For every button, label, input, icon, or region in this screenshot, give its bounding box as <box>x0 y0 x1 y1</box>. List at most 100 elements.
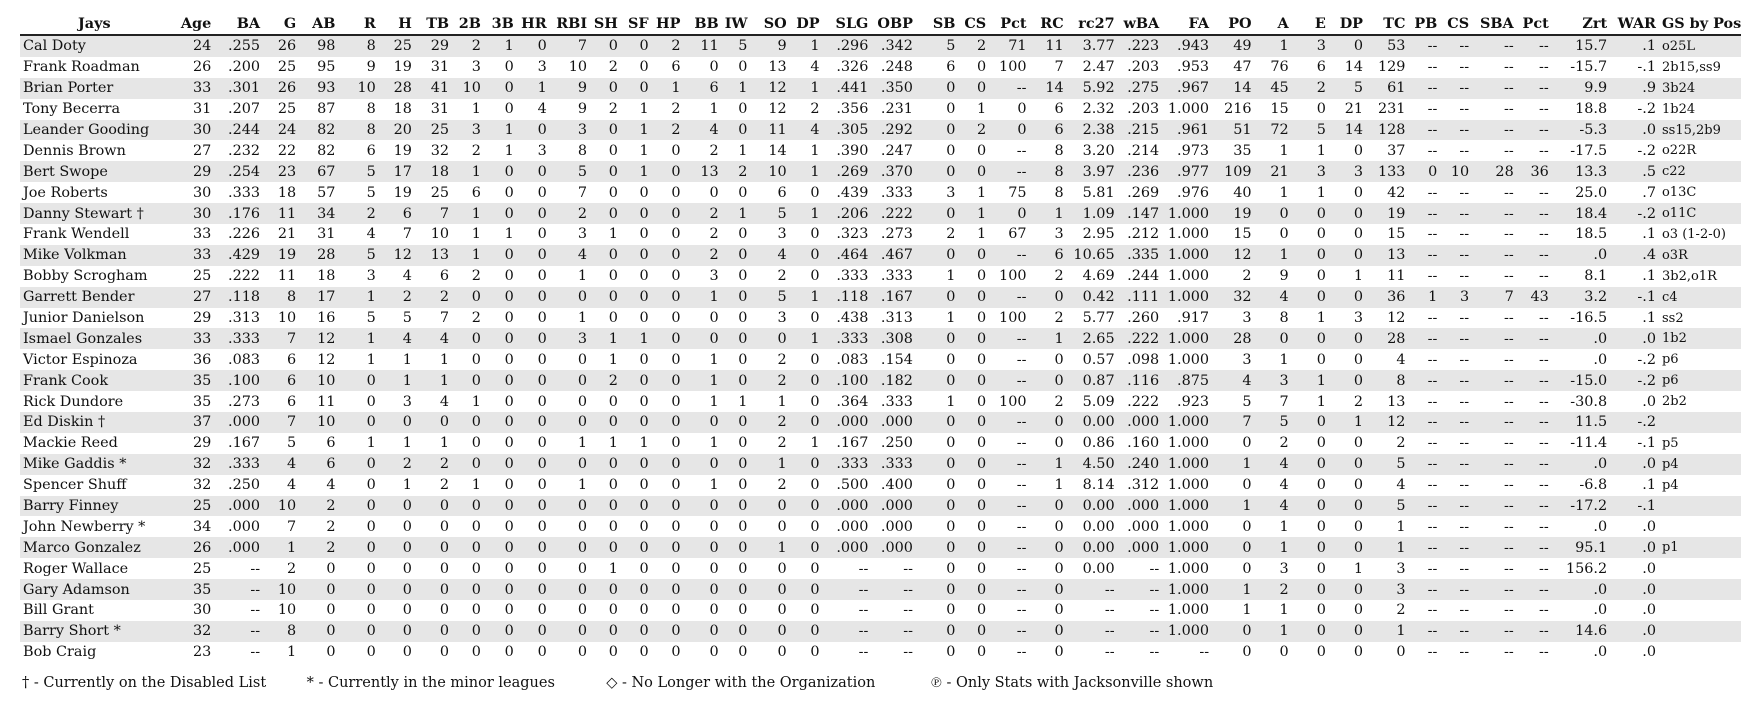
stat-cell: 0 <box>789 182 823 204</box>
stat-cell: 11.5 <box>1551 412 1611 433</box>
stat-cell: 5 <box>1212 391 1255 413</box>
stat-cell: 0 <box>721 98 751 120</box>
stat-cell: 7 <box>378 224 415 245</box>
stat-cell: 47 <box>1212 56 1255 78</box>
stat-cell: 6 <box>915 56 959 78</box>
stat-cell: 0 <box>1029 412 1067 433</box>
table-row: Rick Dundore 35.273 6 11 0 3 4 1 0 0 0 0 0 0 1 1 1 0.364.… <box>20 391 1741 413</box>
stat-cell: 0 <box>1328 328 1367 350</box>
stat-cell: 5.92 <box>1066 77 1118 99</box>
stat-cell: 33 <box>168 77 215 99</box>
stat-cell: 4.69 <box>1066 265 1118 287</box>
stat-cell: 61 <box>1366 77 1409 99</box>
stat-cell: 0 <box>1328 140 1367 162</box>
stat-cell: -- <box>1472 495 1517 517</box>
stat-cell: 1.000 <box>1162 516 1213 538</box>
stat-cell: .438 <box>822 307 872 329</box>
stat-cell: -- <box>1440 35 1473 57</box>
stat-cell: 0 <box>1328 453 1367 475</box>
stat-cell: 100 <box>989 265 1030 287</box>
stat-cell: -- <box>1472 307 1517 329</box>
stat-cell: 0 <box>338 412 379 433</box>
legend-only-stats: ℗ - Only Stats with Jacksonville shown <box>930 675 1214 691</box>
stat-cell: 11 <box>263 265 300 287</box>
stat-cell: 0 <box>1291 537 1329 559</box>
stat-cell: 0 <box>1366 641 1409 663</box>
player-name: Frank Roadman <box>20 56 169 78</box>
stat-cell: 14 <box>750 140 790 162</box>
stat-cell: 0 <box>915 328 959 350</box>
player-name: Ismael Gonzales <box>20 328 169 350</box>
stat-cell: 0 <box>620 537 652 559</box>
stat-cell: -- <box>1408 307 1441 329</box>
stat-cell: 1 <box>483 35 517 57</box>
stat-cell: 14 <box>1328 56 1367 78</box>
stat-cell: 2 <box>452 35 484 57</box>
stat-cell: .5 <box>1610 161 1659 183</box>
stat-cell: -- <box>1472 474 1517 496</box>
stat-cell: 49 <box>1212 35 1255 57</box>
stat-cell: 0 <box>789 349 823 371</box>
stat-cell: 0 <box>590 641 621 663</box>
position-cell: o3R <box>1658 244 1741 266</box>
stat-cell: -- <box>1408 412 1441 433</box>
position-cell: o25L <box>1658 35 1741 57</box>
position-cell: o13C <box>1658 182 1741 204</box>
stat-cell: .083 <box>822 349 872 371</box>
stat-cell: -- <box>1516 182 1552 204</box>
stat-cell: 0 <box>1291 265 1329 287</box>
stat-cell: 1 <box>590 558 621 580</box>
player-name: Junior Danielson <box>20 307 169 329</box>
stat-cell: 3 <box>452 119 484 141</box>
stat-cell: 0 <box>483 412 517 433</box>
stat-cell: 0 <box>789 474 823 496</box>
stat-cell: 0 <box>549 391 591 413</box>
stat-cell: 5 <box>750 286 790 308</box>
stat-cell: 0 <box>620 641 652 663</box>
stat-cell: 1 <box>1254 620 1292 642</box>
stat-cell: -- <box>1408 203 1441 225</box>
stat-cell: -- <box>1440 119 1473 141</box>
stat-cell: 0 <box>1328 600 1367 621</box>
stat-cell: 1 <box>549 432 591 454</box>
stat-cell: 7 <box>414 307 453 329</box>
stat-cell: 0 <box>516 432 550 454</box>
stat-cell: 1 <box>958 182 990 204</box>
stat-cell: 18.8 <box>1551 98 1611 120</box>
stat-cell: 0 <box>483 56 517 78</box>
position-cell <box>1658 412 1741 433</box>
column-header: WAR <box>1610 12 1659 36</box>
stat-cell: 109 <box>1212 161 1255 183</box>
stat-cell: 0 <box>590 474 621 496</box>
stat-cell: 5 <box>338 182 379 204</box>
stat-cell: 31 <box>414 56 453 78</box>
stat-cell: 2.47 <box>1066 56 1118 78</box>
stat-cell: -- <box>822 620 872 642</box>
stat-cell: 0 <box>338 516 379 538</box>
stat-cell: .248 <box>871 56 916 78</box>
stat-cell: -16.5 <box>1551 307 1611 329</box>
stat-cell: -- <box>214 641 264 663</box>
stat-cell: 0 <box>958 537 990 559</box>
stat-cell: 4 <box>549 244 591 266</box>
stat-cell: 1.000 <box>1162 244 1213 266</box>
column-header: CS <box>1440 12 1473 36</box>
stat-cell: 2 <box>378 453 415 475</box>
stat-cell: 0 <box>516 600 550 621</box>
stat-cell: 36 <box>1366 286 1409 308</box>
stat-cell: -- <box>1408 182 1441 204</box>
stat-cell: -- <box>1516 641 1552 663</box>
stat-cell: 0 <box>378 516 415 538</box>
player-name: Spencer Shuff <box>20 474 169 496</box>
stat-cell: .147 <box>1117 203 1163 225</box>
stat-cell: 0 <box>516 307 550 329</box>
stat-cell: -- <box>1516 432 1552 454</box>
stat-cell: 7 <box>414 203 453 225</box>
stat-cell: 0 <box>651 537 684 559</box>
stat-cell: 1 <box>750 391 790 413</box>
stat-cell: 13.3 <box>1551 161 1611 183</box>
player-name: Brian Porter <box>20 77 169 99</box>
stat-cell: 0 <box>958 391 990 413</box>
stat-cell: 0 <box>915 432 959 454</box>
stat-cell: .260 <box>1117 307 1163 329</box>
